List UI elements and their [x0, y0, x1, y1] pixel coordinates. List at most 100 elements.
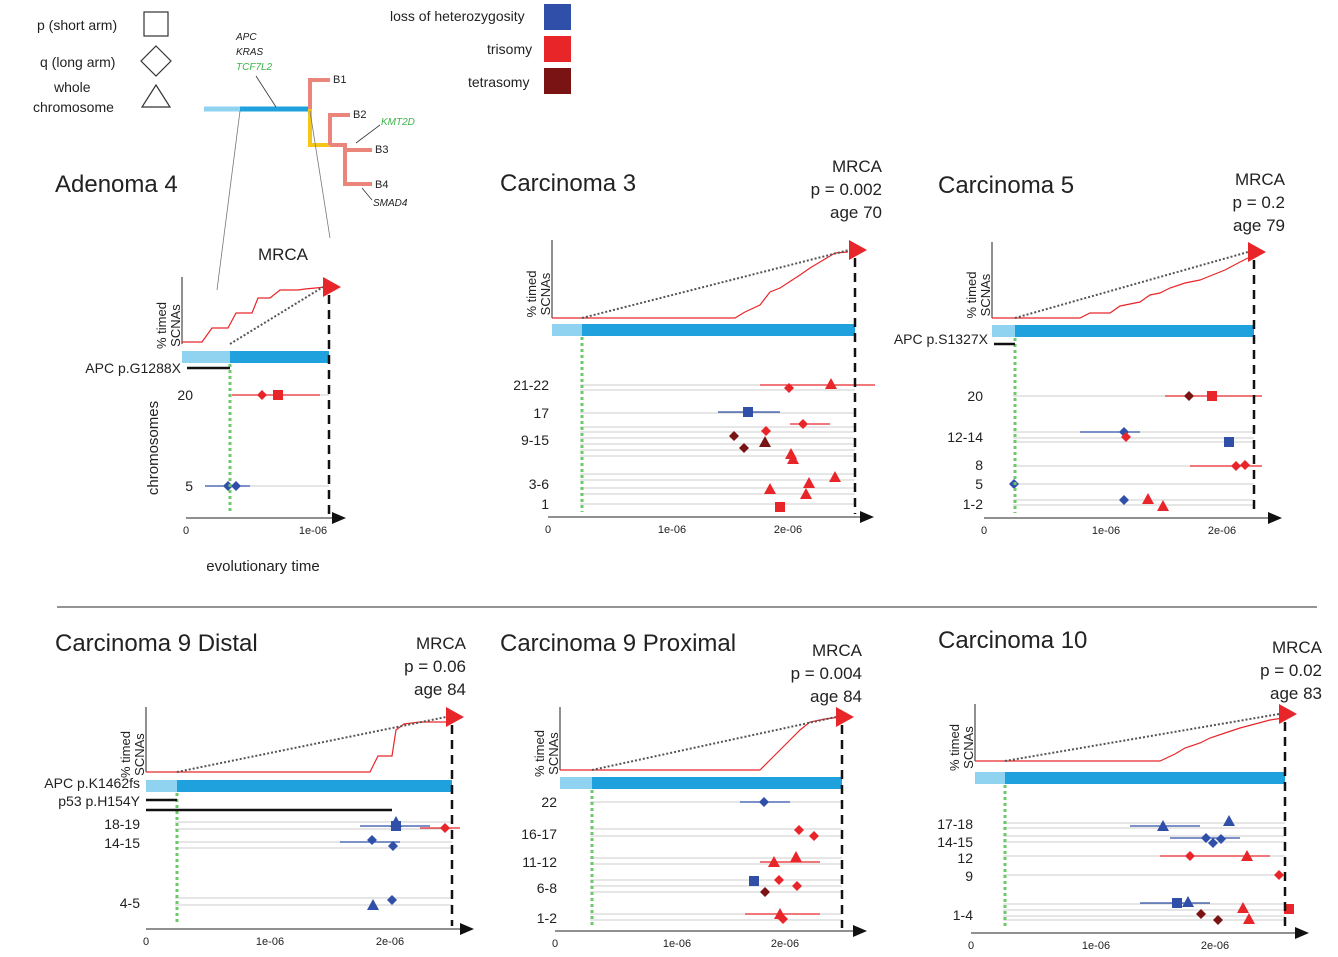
diamond-icon — [140, 45, 172, 77]
chromosome-label: 5 — [185, 478, 193, 494]
x-tick-label: 2e-06 — [376, 936, 404, 948]
mrca-line-2: age 84 — [414, 680, 466, 699]
marker-diamond — [761, 426, 771, 436]
marker-triangle — [800, 488, 812, 499]
scna-expected-line — [1014, 251, 1249, 319]
mrca-line-0: MRCA — [1235, 170, 1286, 189]
marker-triangle — [1241, 850, 1253, 861]
scna-expected-line — [229, 286, 324, 345]
marker-diamond — [798, 419, 808, 429]
chromosome-label: 22 — [541, 794, 557, 810]
marker-diamond — [794, 825, 804, 835]
chromosome-label: 14-15 — [104, 835, 140, 851]
marker-triangle — [1223, 815, 1235, 826]
marker-diamond — [1196, 909, 1206, 919]
legend-label-chromosome: chromosome — [33, 99, 114, 115]
mrca-line-1: p = 0.06 — [404, 657, 466, 676]
mrca-line-0: MRCA — [258, 245, 309, 264]
shape-legend: p (short arm) q (long arm) whole chromos… — [33, 11, 172, 115]
marker-diamond — [739, 443, 749, 453]
chromosome-label: 8 — [975, 457, 983, 473]
panel-carcinoma-9-proximal: Carcinoma 9 Proximal MRCA p = 0.004 age 84%… — [500, 630, 867, 950]
time-axis-arrow-icon — [332, 512, 346, 524]
x-tick-label: 1e-06 — [658, 524, 686, 536]
marker-square — [743, 407, 753, 417]
timeline-bar-early — [992, 325, 1015, 337]
mrca-line-1: p = 0.2 — [1233, 193, 1285, 212]
x-tick-label: 1e-06 — [299, 525, 327, 537]
timeline-bar-trunk — [1005, 772, 1285, 784]
mrca-marker-icon — [323, 277, 341, 297]
chromosome-label: 9-15 — [521, 432, 549, 448]
kmt2d-pointer — [355, 124, 381, 144]
panel-title: Carcinoma 3 — [500, 170, 636, 197]
chromosome-label: 6-8 — [537, 880, 557, 896]
marker-triangle — [1182, 896, 1194, 907]
panel-adenoma-4: Adenoma 4 MRCA % timed SCNAs 0 1e-06 APC p.G12… — [55, 171, 346, 575]
marker-diamond — [1121, 432, 1131, 442]
mrca-line-1: p = 0.02 — [1260, 661, 1322, 680]
mutation-label: APC p.G1288X — [85, 360, 181, 376]
x-tick-label: 0 — [143, 936, 149, 948]
x-tick-label: 2e-06 — [774, 524, 802, 536]
trunk-gene-apc: APC — [235, 32, 257, 43]
chromosome-label: 1-2 — [963, 496, 983, 512]
marker-diamond — [729, 431, 739, 441]
scna-expected-line — [176, 716, 447, 773]
scna-label-line1: % timed — [532, 730, 547, 777]
panel-carcinoma-10: Carcinoma 10 MRCA p = 0.02 age 83 % timed SCN… — [937, 627, 1322, 952]
branch-gene-smad4: SMAD4 — [373, 198, 408, 209]
scna-label-line1: % timed — [524, 271, 539, 318]
marker-diamond — [1231, 461, 1241, 471]
phylogenetic-tree: B1 B2 B3 B4 APC KRAS TCF7L2 KMT2D SMAD4 — [204, 32, 415, 291]
scna-expected-line — [591, 716, 837, 771]
marker-square — [775, 502, 785, 512]
scna-expected-line — [581, 249, 850, 319]
scna-timed-curve — [560, 716, 841, 771]
mrca-line-2: age 79 — [1233, 216, 1285, 235]
x-axis-title: evolutionary time — [206, 558, 319, 575]
marker-diamond — [784, 383, 794, 393]
scna-label-line2: SCNAs — [168, 304, 183, 347]
timeline-bar-early — [182, 351, 230, 363]
marker-diamond — [387, 895, 397, 905]
chromosome-label: 5 — [975, 476, 983, 492]
legend-label-whole: whole — [53, 79, 91, 95]
chromosome-label: 20 — [177, 387, 193, 403]
scna-label-line2: SCNAs — [132, 733, 147, 776]
trisomy-swatch — [544, 36, 571, 62]
marker-diamond — [223, 481, 233, 491]
chromosome-label: 3-6 — [529, 476, 549, 492]
marker-diamond — [1208, 838, 1218, 848]
mrca-line-0: MRCA — [812, 641, 863, 660]
legend-label-trisomy: trisomy — [487, 41, 532, 57]
marker-diamond — [1213, 915, 1223, 925]
chromosome-label: 12-14 — [947, 429, 983, 445]
chromosome-label: 12 — [957, 850, 973, 866]
branch-b4 — [343, 150, 372, 186]
loh-swatch — [544, 4, 571, 30]
mrca-line-1: p = 0.002 — [811, 180, 882, 199]
branch-yellow — [308, 109, 330, 147]
chromosome-label: 1 — [541, 496, 549, 512]
timeline-bar-trunk — [582, 324, 855, 336]
chromosome-label: 14-15 — [937, 834, 973, 850]
chromosome-label: 4-5 — [120, 895, 140, 911]
chromosome-label: 18-19 — [104, 816, 140, 832]
x-tick-label: 1e-06 — [256, 936, 284, 948]
legend-label-tetrasomy: tetrasomy — [468, 74, 529, 90]
legend-label-q-arm: q (long arm) — [40, 54, 115, 70]
panel-title: Adenoma 4 — [55, 171, 178, 198]
trunk-gene-tcf7l2: TCF7L2 — [236, 62, 273, 73]
x-tick-label: 0 — [552, 938, 558, 950]
zoom-line-left — [216, 110, 241, 291]
mrca-line-0: MRCA — [416, 634, 467, 653]
scna-timed-curve — [182, 286, 327, 343]
triangle-icon — [140, 83, 172, 108]
mrca-marker-icon — [849, 240, 867, 260]
legend-label-p-arm: p (short arm) — [37, 17, 117, 33]
panel-title: Carcinoma 10 — [938, 627, 1087, 654]
x-tick-label: 0 — [968, 940, 974, 952]
timeline-bar-trunk — [592, 777, 842, 789]
marker-diamond — [388, 841, 398, 851]
